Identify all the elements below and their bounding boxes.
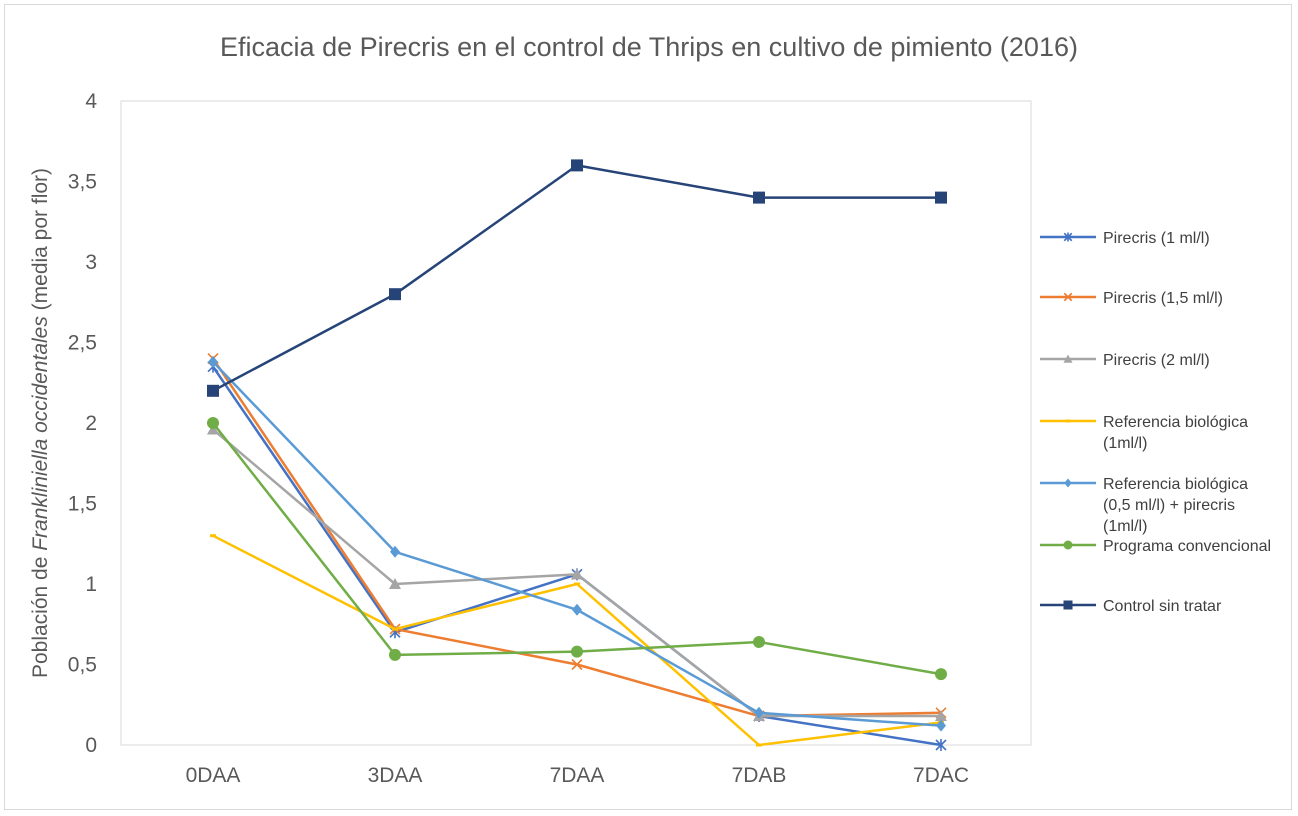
x-tick-label: 7DAA (550, 764, 605, 787)
series-line (212, 164, 941, 392)
legend-label: Referencia biológica (0,5 ml/l) + pirecri… (1103, 476, 1248, 535)
data-point (936, 719, 946, 732)
legend-label: Pirecris (1 ml/l) (1103, 230, 1210, 247)
series-layer (207, 159, 947, 751)
legend-label: Referencia biológica (1ml/l) (1103, 414, 1248, 452)
series-4 (210, 534, 944, 747)
data-point (935, 668, 947, 681)
legend-swatch-marker (1064, 478, 1072, 488)
series-line (211, 357, 942, 718)
series-3 (207, 423, 947, 722)
data-point (935, 739, 947, 751)
data-point (389, 578, 401, 589)
series-6 (207, 417, 947, 681)
y-tick-label: 0,5 (68, 654, 97, 677)
data-point (571, 159, 583, 172)
data-point (207, 384, 219, 397)
legend-item: Referencia biológica (1ml/l) (1040, 414, 1248, 452)
legend-item: Referencia biológica (0,5 ml/l) + pirecri… (1040, 476, 1248, 535)
series-line (212, 360, 942, 727)
legend-label: Control sin tratar (1103, 598, 1222, 615)
series-line (211, 365, 942, 747)
x-axis: 0DAA 3DAA 7DAA 7DAB 7DAC (186, 764, 969, 787)
series-line (212, 422, 942, 676)
legend-item: Control sin tratar (1040, 598, 1222, 615)
data-point (571, 645, 583, 658)
y-axis-label-prefix: Población de (29, 551, 52, 678)
legend-label: Pirecris (1,5 ml/l) (1103, 290, 1223, 307)
series-2 (207, 353, 947, 722)
x-tick-label: 7DAC (913, 764, 969, 787)
data-point (389, 288, 401, 301)
y-tick-label: 0 (85, 734, 97, 757)
data-point (935, 710, 947, 722)
data-point (571, 658, 583, 671)
data-point (754, 706, 764, 719)
y-tick-label: 2,5 (68, 332, 97, 355)
legend-item: Pirecris (2 ml/l) (1040, 352, 1210, 369)
legend-swatch-marker (1063, 540, 1073, 550)
legend-swatch-marker (1063, 232, 1073, 242)
y-tick-label: 4 (85, 90, 97, 113)
legend-label: Programa convencional (1103, 538, 1271, 555)
legend-label: Pirecris (2 ml/l) (1103, 352, 1210, 369)
data-point (207, 417, 219, 429)
y-axis: 0 0,5 1 1,5 2 2,5 3 3,5 4 (68, 90, 98, 757)
x-tick-label: 7DAB (732, 764, 787, 787)
chart-frame (4, 4, 1292, 810)
y-axis-label-species: Frankliniella occidentales (29, 316, 52, 551)
x-tick-label: 0DAA (186, 764, 241, 787)
legend-swatch-marker (1063, 600, 1073, 610)
legend: Pirecris (1 ml/l) Pirecris (1,5 ml/l) Pire… (1040, 230, 1271, 615)
data-point (572, 603, 582, 616)
data-point (390, 545, 400, 558)
y-axis-label-suffix: (media por flor) (29, 168, 52, 316)
x-tick-label: 3DAA (368, 764, 423, 787)
data-point (935, 191, 947, 204)
plot-area (120, 100, 1032, 746)
legend-item: Programa convencional (1040, 538, 1271, 555)
data-point (208, 355, 218, 368)
y-tick-label: 2 (85, 412, 97, 435)
y-axis-label: Población de Frankliniella occidentales … (29, 168, 52, 678)
y-tick-label: 1 (85, 573, 97, 596)
chart-title: Eficacia de Pirecris en el control de Th… (220, 32, 1078, 62)
data-point (753, 191, 765, 204)
legend-item: Pirecris (1,5 ml/l) (1040, 290, 1223, 307)
data-point (571, 568, 583, 580)
legend-swatch-marker (1063, 354, 1073, 363)
legend-item: Pirecris (1 ml/l) (1040, 230, 1210, 247)
y-tick-label: 3 (85, 251, 97, 274)
legend-swatch-marker (1063, 292, 1073, 302)
data-point (389, 648, 401, 661)
y-tick-label: 1,5 (68, 493, 97, 516)
y-tick-label: 3,5 (68, 171, 97, 194)
series-5 (208, 355, 946, 732)
data-point (753, 635, 765, 648)
series-7 (207, 159, 947, 397)
